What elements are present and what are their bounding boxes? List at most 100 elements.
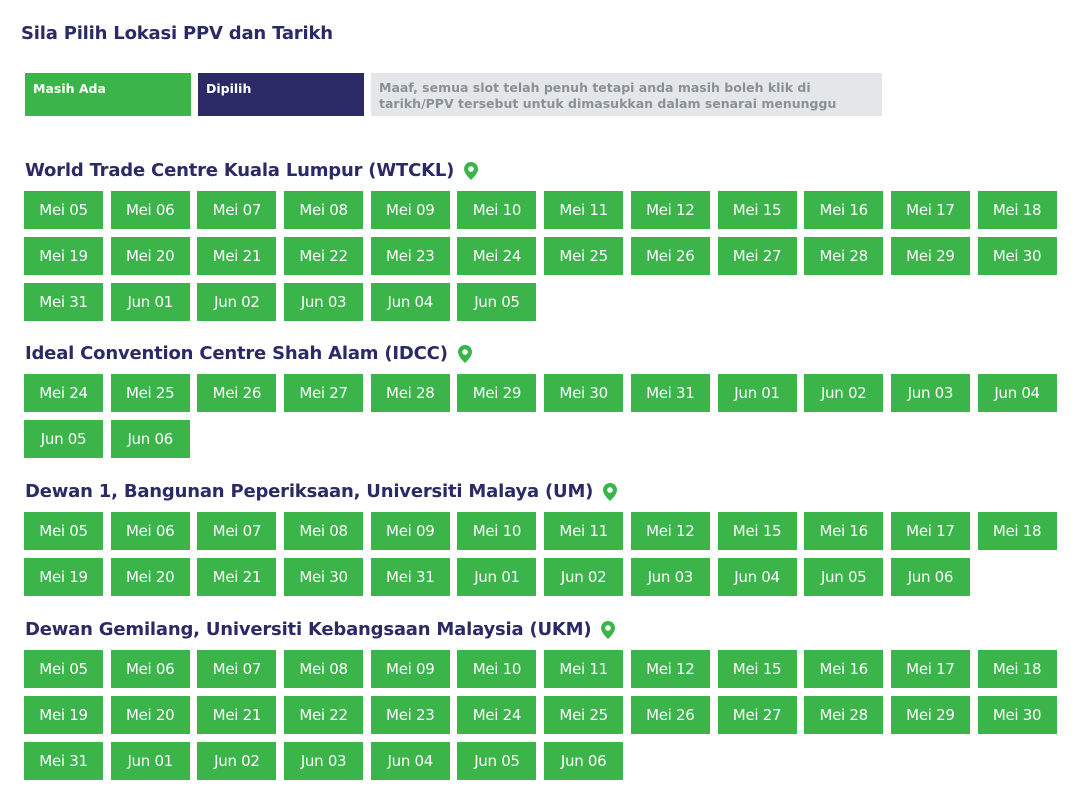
date-slot-button[interactable]: Mei 31	[24, 283, 103, 321]
date-slot-button[interactable]: Jun 02	[197, 283, 277, 321]
date-slot-button[interactable]: Mei 30	[977, 696, 1057, 734]
date-slot-button[interactable]: Jun 04	[717, 558, 797, 596]
date-slot-button[interactable]: Jun 05	[804, 558, 884, 596]
date-slot-button[interactable]: Mei 27	[717, 237, 797, 275]
date-slot-button[interactable]: Mei 26	[197, 374, 277, 412]
date-slot-button[interactable]: Mei 23	[370, 237, 450, 275]
date-slot-button[interactable]: Mei 08	[284, 512, 364, 550]
date-slot-button[interactable]: Mei 22	[284, 696, 364, 734]
date-slot-button[interactable]: Jun 03	[890, 374, 970, 412]
date-slot-button[interactable]: Mei 31	[630, 374, 710, 412]
date-slot-button[interactable]: Mei 10	[457, 650, 537, 688]
date-slot-button[interactable]: Mei 09	[370, 191, 450, 229]
date-slot-button[interactable]: Mei 06	[110, 650, 190, 688]
date-slot-button[interactable]: Mei 10	[457, 191, 537, 229]
date-slot-button[interactable]: Mei 11	[544, 650, 624, 688]
date-slot-button[interactable]: Mei 20	[110, 237, 190, 275]
date-slot-button[interactable]: Jun 05	[24, 420, 103, 458]
date-slot-button[interactable]: Mei 12	[630, 650, 710, 688]
date-slot-button[interactable]: Jun 03	[284, 742, 364, 780]
date-slot-button[interactable]: Mei 29	[890, 237, 970, 275]
date-slot-button[interactable]: Mei 19	[24, 558, 103, 596]
date-slot-button[interactable]: Mei 05	[24, 650, 103, 688]
date-slot-button[interactable]: Mei 18	[977, 650, 1057, 688]
date-slot-button[interactable]: Jun 04	[370, 742, 450, 780]
date-slot-button[interactable]: Jun 04	[370, 283, 450, 321]
date-slot-button[interactable]: Mei 29	[457, 374, 537, 412]
date-slot-button[interactable]: Mei 26	[630, 237, 710, 275]
date-slot-button[interactable]: Jun 03	[284, 283, 364, 321]
date-slot-button[interactable]: Mei 31	[370, 558, 450, 596]
date-slot-button[interactable]: Mei 28	[804, 696, 884, 734]
date-slot-button[interactable]: Mei 12	[630, 512, 710, 550]
date-slot-button[interactable]: Mei 09	[370, 512, 450, 550]
date-slot-button[interactable]: Jun 06	[110, 420, 190, 458]
date-slot-button[interactable]: Mei 07	[197, 650, 277, 688]
date-slot-button[interactable]: Mei 05	[24, 512, 103, 550]
date-slot-button[interactable]: Mei 25	[544, 696, 624, 734]
date-slot-button[interactable]: Mei 19	[24, 237, 103, 275]
date-slot-button[interactable]: Mei 15	[717, 650, 797, 688]
date-slot-button[interactable]: Mei 07	[197, 191, 277, 229]
date-slot-button[interactable]: Mei 05	[24, 191, 103, 229]
date-slot-button[interactable]: Mei 25	[544, 237, 624, 275]
date-slot-button[interactable]: Mei 12	[630, 191, 710, 229]
date-slot-button[interactable]: Mei 25	[110, 374, 190, 412]
date-slot-button[interactable]: Mei 11	[544, 191, 624, 229]
date-slot-button[interactable]: Mei 08	[284, 650, 364, 688]
date-slot-button[interactable]: Jun 02	[804, 374, 884, 412]
date-slot-button[interactable]: Mei 07	[197, 512, 277, 550]
date-slot-button[interactable]: Mei 24	[457, 696, 537, 734]
date-slot-button[interactable]: Mei 06	[110, 191, 190, 229]
location-title[interactable]: Dewan 1, Bangunan Peperiksaan, Universit…	[25, 481, 618, 502]
date-slot-button[interactable]: Jun 05	[457, 742, 537, 780]
date-slot-button[interactable]: Mei 09	[370, 650, 450, 688]
date-slot-button[interactable]: Mei 15	[717, 512, 797, 550]
date-slot-button[interactable]: Mei 20	[110, 558, 190, 596]
date-slot-button[interactable]: Mei 16	[804, 512, 884, 550]
date-slot-button[interactable]: Mei 08	[284, 191, 364, 229]
date-slot-button[interactable]: Mei 16	[804, 650, 884, 688]
date-slot-button[interactable]: Mei 30	[544, 374, 624, 412]
location-title[interactable]: Dewan Gemilang, Universiti Kebangsaan Ma…	[25, 619, 616, 640]
date-slot-button[interactable]: Jun 04	[977, 374, 1057, 412]
date-slot-button[interactable]: Jun 01	[717, 374, 797, 412]
date-slot-button[interactable]: Jun 06	[890, 558, 970, 596]
date-slot-button[interactable]: Mei 20	[110, 696, 190, 734]
date-slot-button[interactable]: Mei 28	[370, 374, 450, 412]
date-slot-button[interactable]: Mei 24	[24, 374, 103, 412]
date-slot-button[interactable]: Jun 01	[110, 742, 190, 780]
date-slot-button[interactable]: Mei 17	[890, 191, 970, 229]
date-slot-button[interactable]: Jun 02	[544, 558, 624, 596]
date-slot-button[interactable]: Mei 16	[804, 191, 884, 229]
date-slot-button[interactable]: Mei 21	[197, 696, 277, 734]
date-slot-button[interactable]: Mei 27	[284, 374, 364, 412]
date-slot-button[interactable]: Mei 18	[977, 191, 1057, 229]
date-slot-button[interactable]: Mei 29	[890, 696, 970, 734]
date-slot-button[interactable]: Jun 06	[544, 742, 624, 780]
date-slot-button[interactable]: Jun 03	[630, 558, 710, 596]
date-slot-button[interactable]: Mei 31	[24, 742, 103, 780]
date-slot-button[interactable]: Mei 19	[24, 696, 103, 734]
date-slot-button[interactable]: Mei 17	[890, 650, 970, 688]
date-slot-button[interactable]: Mei 11	[544, 512, 624, 550]
location-title[interactable]: World Trade Centre Kuala Lumpur (WTCKL)	[25, 160, 479, 181]
date-slot-button[interactable]: Mei 27	[717, 696, 797, 734]
date-slot-button[interactable]: Mei 30	[977, 237, 1057, 275]
date-slot-button[interactable]: Mei 28	[804, 237, 884, 275]
date-slot-button[interactable]: Mei 21	[197, 558, 277, 596]
date-slot-button[interactable]: Jun 01	[457, 558, 537, 596]
date-slot-button[interactable]: Mei 18	[977, 512, 1057, 550]
date-slot-button[interactable]: Jun 01	[110, 283, 190, 321]
date-slot-button[interactable]: Mei 24	[457, 237, 537, 275]
location-title[interactable]: Ideal Convention Centre Shah Alam (IDCC)	[25, 343, 472, 364]
date-slot-button[interactable]: Jun 05	[457, 283, 537, 321]
date-slot-button[interactable]: Mei 10	[457, 512, 537, 550]
date-slot-button[interactable]: Jun 02	[197, 742, 277, 780]
date-slot-button[interactable]: Mei 17	[890, 512, 970, 550]
date-slot-button[interactable]: Mei 21	[197, 237, 277, 275]
date-slot-button[interactable]: Mei 06	[110, 512, 190, 550]
date-slot-button[interactable]: Mei 23	[370, 696, 450, 734]
date-slot-button[interactable]: Mei 26	[630, 696, 710, 734]
date-slot-button[interactable]: Mei 22	[284, 237, 364, 275]
